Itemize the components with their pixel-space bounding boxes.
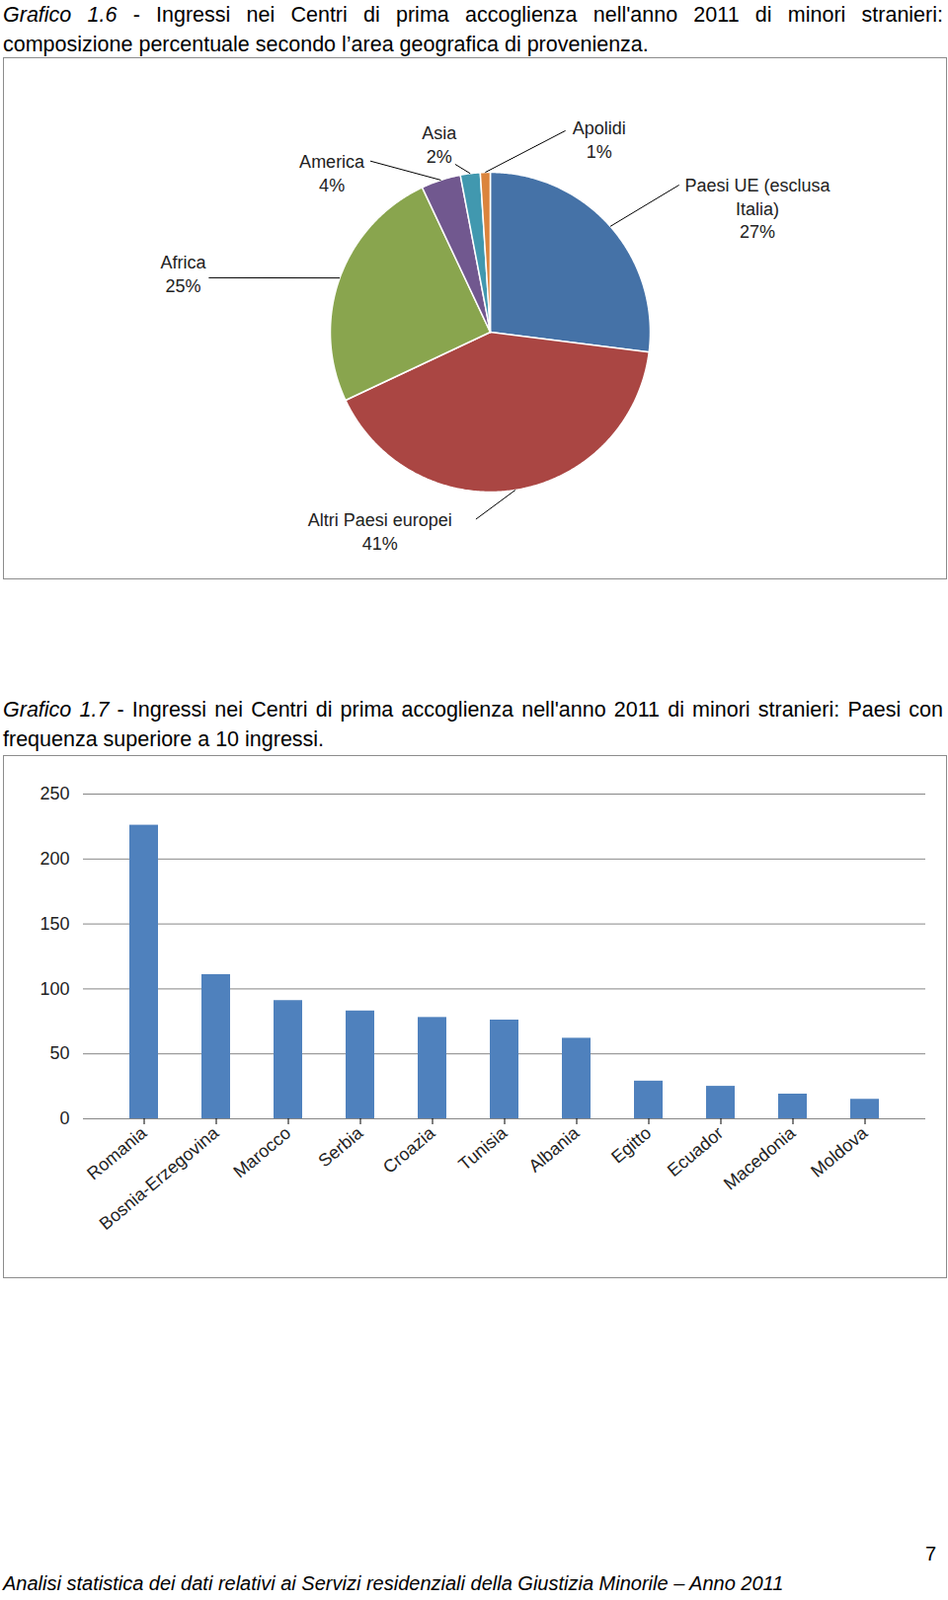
svg-text:200: 200	[39, 849, 70, 869]
html-text:7: 7	[925, 1543, 937, 1566]
svg-text:Asia2%: Asia2%	[421, 123, 458, 166]
svg-text:Bosnia-Erzegovina: Bosnia-Erzegovina	[95, 1122, 224, 1235]
svg-text:Romania: Romania	[82, 1122, 152, 1185]
svg-text:Marocco: Marocco	[230, 1123, 296, 1184]
svg-text:Croazia: Croazia	[379, 1122, 440, 1179]
html-text:Analisi statistica dei dati re: Analisi statistica dei dati relativi ai …	[2, 1573, 784, 1595]
svg-text:Serbia: Serbia	[315, 1122, 368, 1172]
svg-text:Ecuador: Ecuador	[663, 1123, 727, 1182]
svg-text:0: 0	[59, 1108, 70, 1129]
svg-text:Albania: Albania	[524, 1122, 584, 1178]
svg-text:250: 250	[39, 784, 70, 804]
svg-text:100: 100	[39, 979, 70, 1000]
svg-text:Moldova: Moldova	[806, 1122, 872, 1183]
svg-text:Altri Paesi europei41%: Altri Paesi europei41%	[308, 510, 453, 553]
svg-text:Macedonia: Macedonia	[719, 1122, 800, 1195]
svg-text:Apolidi1%: Apolidi1%	[572, 118, 627, 161]
svg-text:150: 150	[39, 914, 70, 935]
svg-text:Egitto: Egitto	[607, 1123, 655, 1169]
svg-text:50: 50	[49, 1043, 70, 1064]
svg-text:Africa25%: Africa25%	[159, 252, 207, 296]
html-text:Grafico 1.6 - Ingressi nei Cen: Grafico 1.6 - Ingressi nei Centri di pri…	[2, 2, 944, 57]
svg-text:Paesi UE (esclusaItalia)27%: Paesi UE (esclusaItalia)27%	[685, 175, 832, 242]
svg-text:America4%: America4%	[299, 152, 366, 195]
svg-text:Tunisia: Tunisia	[454, 1122, 512, 1176]
html-text:Grafico 1.7 - Ingressi nei Cen: Grafico 1.7 - Ingressi nei Centri di pri…	[2, 698, 944, 752]
